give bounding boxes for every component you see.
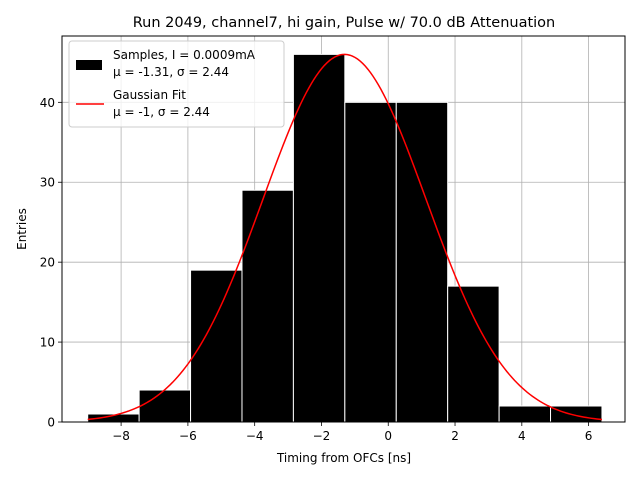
- x-tick-label: −6: [179, 429, 197, 443]
- legend-histogram-stats: μ = -1.31, σ = 2.44: [113, 65, 229, 79]
- x-tick-label: 4: [518, 429, 526, 443]
- x-tick-label: −4: [246, 429, 264, 443]
- y-tick-label: 0: [47, 416, 55, 430]
- histogram-bar: [396, 102, 447, 422]
- histogram-bar: [242, 190, 293, 422]
- x-tick-label: 6: [585, 429, 593, 443]
- x-tick-label: −2: [313, 429, 331, 443]
- histogram-bar: [139, 390, 190, 422]
- histogram-bar: [191, 270, 242, 422]
- histogram-bar: [345, 102, 396, 422]
- legend-histogram-label: Samples, I = 0.0009mA: [113, 48, 256, 62]
- x-tick-label: 0: [384, 429, 392, 443]
- x-tick-label: 2: [451, 429, 459, 443]
- chart-title: Run 2049, channel7, hi gain, Pulse w/ 70…: [133, 15, 556, 31]
- legend-fit-label: Gaussian Fit: [113, 88, 186, 102]
- histogram-bar: [499, 406, 550, 422]
- y-tick-label: 40: [40, 96, 55, 110]
- x-tick-label: −8: [112, 429, 130, 443]
- y-axis-label: Entries: [15, 208, 29, 250]
- histogram-bar: [448, 286, 499, 422]
- y-tick-label: 30: [40, 176, 55, 190]
- legend: Samples, I = 0.0009mA μ = -1.31, σ = 2.4…: [69, 41, 284, 127]
- y-tick-label: 10: [40, 336, 55, 350]
- histogram-bar: [293, 54, 344, 422]
- y-tick-label: 20: [40, 256, 55, 270]
- legend-fit-stats: μ = -1, σ = 2.44: [113, 105, 210, 119]
- histogram-bar: [551, 406, 602, 422]
- x-axis-label: Timing from OFCs [ns]: [276, 451, 411, 465]
- legend-histogram-swatch: [76, 60, 102, 70]
